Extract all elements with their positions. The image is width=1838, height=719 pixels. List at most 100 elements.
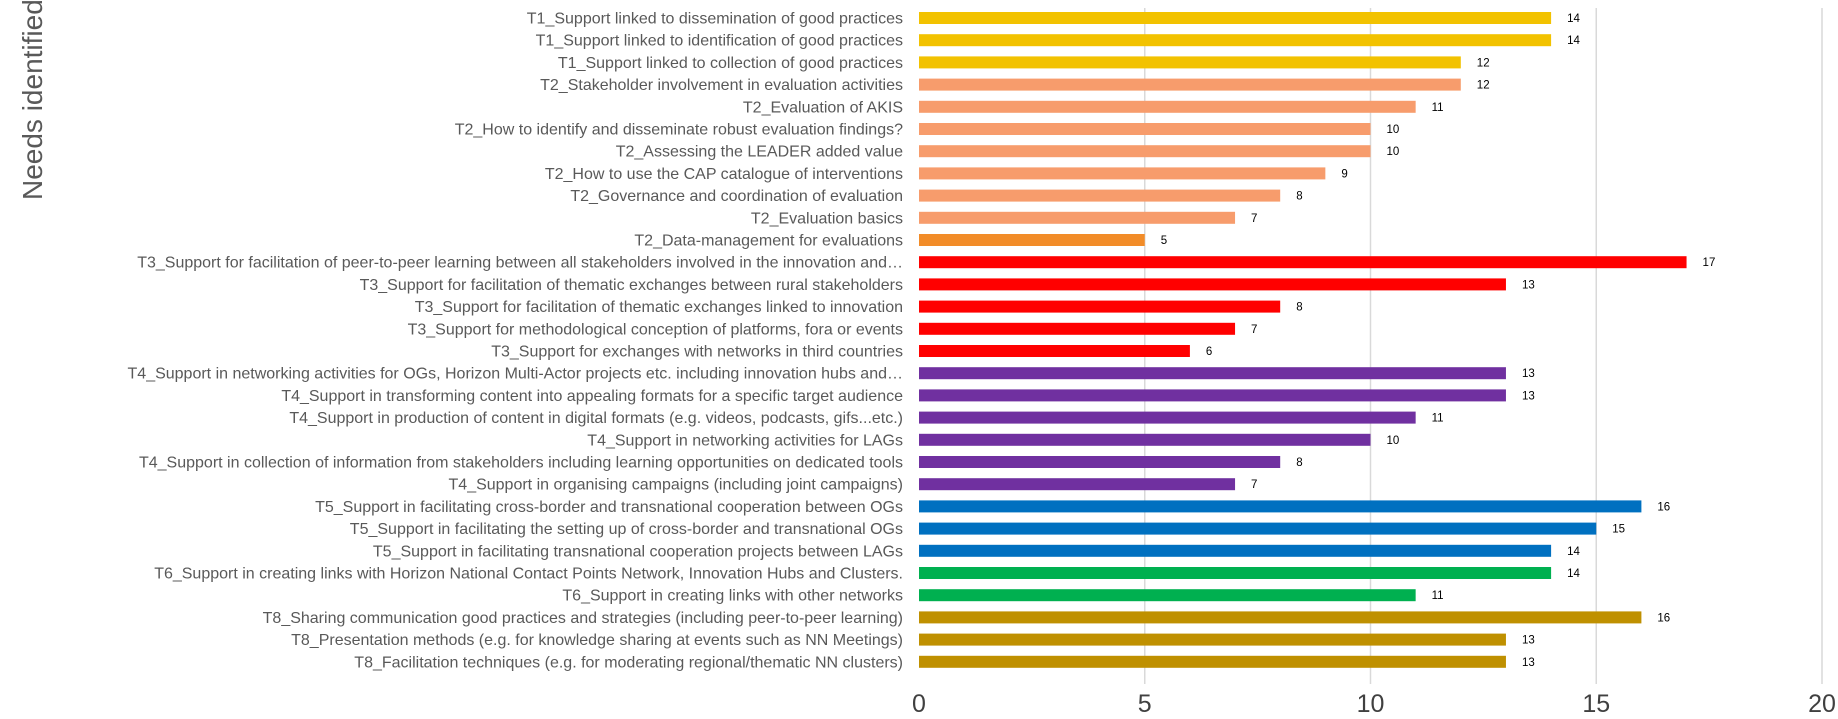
- bars: [919, 12, 1687, 668]
- category-label: T3_Support for facilitation of thematic …: [415, 299, 903, 316]
- data-label: 7: [1251, 479, 1257, 491]
- data-label: 10: [1387, 435, 1400, 447]
- bar: [919, 611, 1642, 624]
- category-label: T2_Assessing the LEADER added value: [616, 144, 903, 161]
- category-label: T4_Support in production of content in d…: [289, 410, 903, 427]
- category-label: T5_Support in facilitating transnational…: [373, 543, 903, 560]
- data-label: 15: [1612, 524, 1625, 536]
- category-label: T4_Support in organising campaigns (incl…: [449, 477, 903, 494]
- bar: [919, 145, 1371, 158]
- bar: [919, 56, 1461, 69]
- data-label: 16: [1657, 501, 1670, 513]
- data-label: 7: [1251, 213, 1257, 225]
- bar: [919, 433, 1371, 446]
- data-label: 17: [1703, 257, 1716, 269]
- data-label: 8: [1296, 191, 1302, 203]
- data-label: 8: [1296, 457, 1302, 469]
- category-label: T4_Support in networking activities for …: [128, 366, 903, 383]
- data-label: 9: [1341, 168, 1347, 180]
- bar: [919, 345, 1190, 357]
- bar: [919, 256, 1687, 269]
- bar: [919, 367, 1506, 380]
- category-label: T3_Support for facilitation of thematic …: [360, 277, 903, 294]
- data-label: 6: [1206, 346, 1212, 358]
- x-tick-label: 0: [912, 690, 926, 718]
- category-label: T2_How to identify and disseminate robus…: [455, 122, 903, 139]
- data-label: 13: [1522, 657, 1535, 669]
- category-label: T3_Support for facilitation of peer-to-p…: [137, 255, 903, 272]
- data-labels: 14 14 12 12 11 10 10 9 8 7 5 17 13 8 7 6 13 13 11 10 8 7 16 15 1…: [1161, 13, 1716, 669]
- data-label: 11: [1432, 590, 1444, 602]
- bar: [919, 211, 1236, 224]
- x-tick-label: 5: [1138, 690, 1152, 718]
- x-tick-label: 10: [1357, 690, 1385, 718]
- category-label: T1_Support linked to collection of good …: [558, 55, 903, 72]
- category-label: T5_Support in facilitating cross-border …: [315, 499, 903, 516]
- category-label: T2_Evaluation of AKIS: [743, 99, 903, 116]
- x-tick-label: 15: [1582, 690, 1610, 718]
- category-label: T2_How to use the CAP catalogue of inter…: [545, 166, 903, 183]
- bar: [919, 478, 1236, 491]
- data-label: 12: [1477, 57, 1490, 69]
- bar: [919, 34, 1552, 47]
- bar: [919, 389, 1506, 402]
- bar: [919, 544, 1552, 557]
- data-label: 5: [1161, 235, 1167, 247]
- data-label: 7: [1251, 324, 1257, 336]
- bar: [919, 100, 1416, 113]
- bar: [919, 456, 1281, 468]
- bar: [919, 278, 1506, 291]
- category-label: T4_Support in networking activities for …: [587, 432, 903, 449]
- category-label: T4_Support in transforming content into …: [281, 388, 903, 405]
- category-label: T8_Facilitation techniques (e.g. for mod…: [354, 654, 903, 671]
- category-label: T2_Stakeholder involvement in evaluation…: [540, 77, 903, 94]
- bar: [919, 655, 1506, 668]
- bar: [919, 123, 1371, 135]
- bar: [919, 567, 1552, 579]
- bar: [919, 300, 1281, 313]
- bar: [919, 167, 1326, 180]
- category-label: T2_Data-management for evaluations: [634, 233, 903, 250]
- category-labels: T1_Support linked to dissemination of go…: [128, 11, 904, 672]
- bar: [919, 234, 1145, 246]
- data-label: 13: [1522, 279, 1535, 291]
- category-label: T2_Evaluation basics: [751, 210, 903, 227]
- bar: [919, 500, 1642, 513]
- data-label: 11: [1432, 102, 1444, 114]
- category-label: T6_Support in creating links with other …: [562, 588, 903, 605]
- category-label: T3_Support for exchanges with networks i…: [491, 344, 903, 361]
- bar: [919, 411, 1416, 424]
- data-label: 13: [1522, 635, 1535, 647]
- bar: [919, 189, 1281, 202]
- x-tick-label: 20: [1808, 690, 1836, 718]
- x-axis-ticks: 0 5 10 15 20: [912, 690, 1836, 718]
- data-label: 14: [1567, 568, 1580, 580]
- bar: [919, 322, 1236, 335]
- data-label: 16: [1657, 612, 1670, 624]
- category-label: T8_Presentation methods (e.g. for knowle…: [291, 632, 903, 649]
- data-label: 14: [1567, 546, 1580, 558]
- category-label: T5_Support in facilitating the setting u…: [350, 521, 903, 538]
- bar: [919, 522, 1597, 535]
- data-label: 11: [1432, 413, 1444, 425]
- data-label: 12: [1477, 80, 1490, 92]
- data-label: 10: [1387, 146, 1400, 158]
- bar: [919, 589, 1416, 602]
- data-label: 10: [1387, 124, 1400, 136]
- data-label: 13: [1522, 390, 1535, 402]
- category-label: T8_Sharing communication good practices …: [263, 610, 903, 627]
- category-label: T4_Support in collection of information …: [139, 455, 903, 472]
- category-label: T6_Support in creating links with Horizo…: [154, 566, 903, 583]
- data-label: 13: [1522, 368, 1535, 380]
- category-label: T3_Support for methodological conception…: [408, 321, 903, 338]
- category-label: T1_Support linked to dissemination of go…: [527, 11, 903, 28]
- y-axis-title: Needs identified: [17, 0, 48, 200]
- data-label: 14: [1567, 35, 1580, 47]
- bar: [919, 633, 1506, 646]
- bar: [919, 78, 1461, 91]
- data-label: 14: [1567, 13, 1580, 25]
- bar: [919, 12, 1552, 24]
- data-label: 8: [1296, 302, 1302, 314]
